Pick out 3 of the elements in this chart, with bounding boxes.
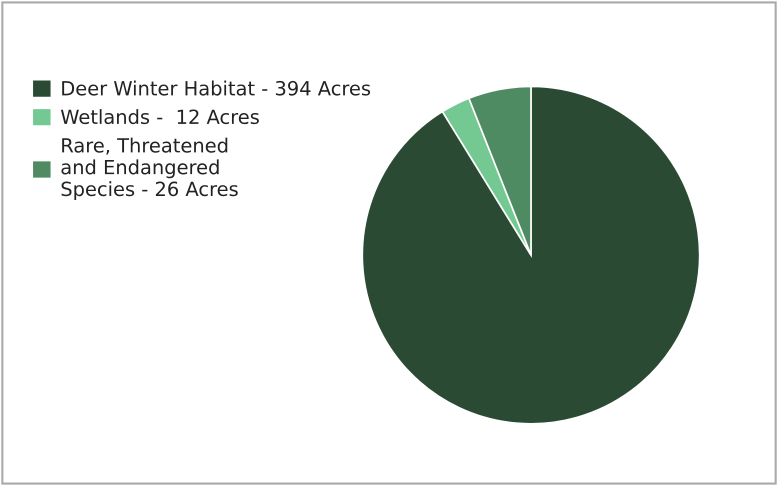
legend-label: Rare, Threatened and Endangered Species - 26 Acres	[61, 138, 238, 200]
legend-label: Wetlands - 12 Acres	[60, 109, 259, 124]
legend-label: Deer Winter Habitat - 394 Acres	[62, 80, 370, 96]
